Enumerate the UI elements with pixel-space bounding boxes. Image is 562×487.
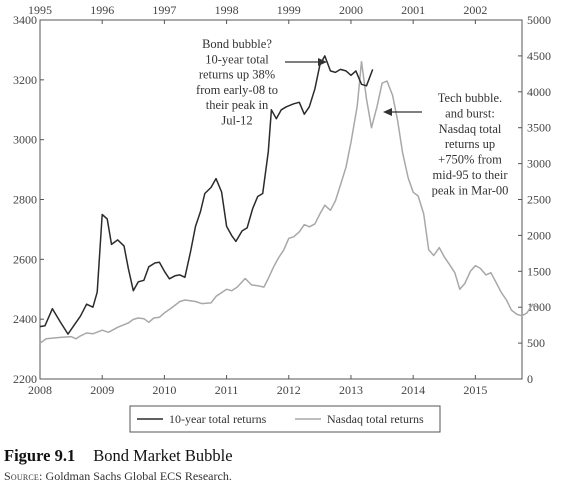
bottom-tick-label: 2011 [215,383,239,397]
right-tick-label: 500 [527,336,545,350]
tech-bubble-annotation-line: Tech bubble. [438,91,502,105]
right-tick-label: 2000 [527,228,551,242]
bond-market-bubble-chart: 2008 2009 2010 2011 2012 2013 2014 2015 1995 1996… [13,3,551,433]
figure-caption: Figure 9.1 Bond Market Bubble [4,446,233,466]
bottom-tick-label: 2010 [152,383,176,397]
right-tick-label: 1500 [527,264,551,278]
legend-label: Nasdaq total returns [327,412,424,426]
series-line-nasdaq-total-returns [39,60,538,344]
figure-title: Bond Market Bubble [93,446,233,465]
tech-bubble-annotation-line: and burst: [445,106,495,120]
annotations: Bond bubble?10-year total returns up 38%f… [196,37,508,197]
left-tick-label: 2400 [13,312,37,326]
tech-bubble-annotation-line: Nasdaq total [439,122,502,136]
top-tick-label: 1999 [277,3,301,17]
top-tick-label: 2001 [401,3,425,17]
top-tick-label: 1996 [90,3,114,17]
legend-label: 10-year total returns [169,412,267,426]
bond-bubble-annotation-line: returns up 38% [199,68,275,82]
left-tick-label: 3400 [13,13,37,27]
right-tick-label: 0 [527,372,533,386]
tech-bubble-annotation-line: returns up [445,137,495,151]
bottom-tick-label: 2013 [339,383,363,397]
top-tick-label: 1995 [28,3,52,17]
top-tick-label: 2000 [339,3,363,17]
source-line: Source: Goldman Sachs Global ECS Researc… [4,469,232,484]
bond-bubble-annotation-line: 10-year total [205,52,269,66]
legend-box [129,405,441,433]
right-tick-label: 3000 [527,157,551,171]
left-tick-label: 3000 [13,133,37,147]
right-tick-label: 5000 [527,13,551,27]
tech-bubble-annotation-line: +750% from [438,153,502,167]
source-label: Source: [4,469,43,483]
bottom-tick-label: 2009 [90,383,114,397]
right-tick-label: 3500 [527,121,551,135]
bond-bubble-annotation-line: from early-08 to [196,83,278,97]
right-tick-label: 2500 [527,193,551,207]
left-tick-label: 3200 [13,73,37,87]
tech-bubble-arrowhead [383,108,392,116]
legend: 10-year total returns Nasdaq total return… [129,405,441,433]
bottom-tick-label: 2014 [401,383,425,397]
right-tick-label: 4500 [527,49,551,63]
tech-bubble-annotation-line: mid-95 to their [433,168,509,182]
left-tick-label: 2600 [13,252,37,266]
top-tick-label: 2002 [463,3,487,17]
bond-bubble-annotation-line: Bond bubble? [202,37,272,51]
right-tick-label: 4000 [527,85,551,99]
bottom-tick-label: 2008 [28,383,52,397]
top-tick-label: 1997 [152,3,176,17]
tech-bubble-annotation-line: peak in Mar-00 [432,183,509,197]
bond-bubble-arrowhead [318,58,327,66]
plot-frame [39,19,523,380]
bond-bubble-annotation-line: Jul-12 [221,114,252,128]
top-tick-label: 1998 [215,3,239,17]
bond-bubble-annotation-line: their peak in [206,98,269,112]
bottom-tick-label: 2015 [463,383,487,397]
source-text: Goldman Sachs Global ECS Research. [42,469,232,483]
left-tick-label: 2200 [13,372,37,386]
series-lines [39,55,538,344]
bottom-tick-label: 2012 [277,383,301,397]
series-line-10-year-total-returns [39,55,374,335]
left-tick-label: 2800 [13,193,37,207]
figure-label: Figure 9.1 [4,446,76,465]
axes: 2008 2009 2010 2011 2012 2013 2014 2015 1995 1996… [13,3,551,397]
